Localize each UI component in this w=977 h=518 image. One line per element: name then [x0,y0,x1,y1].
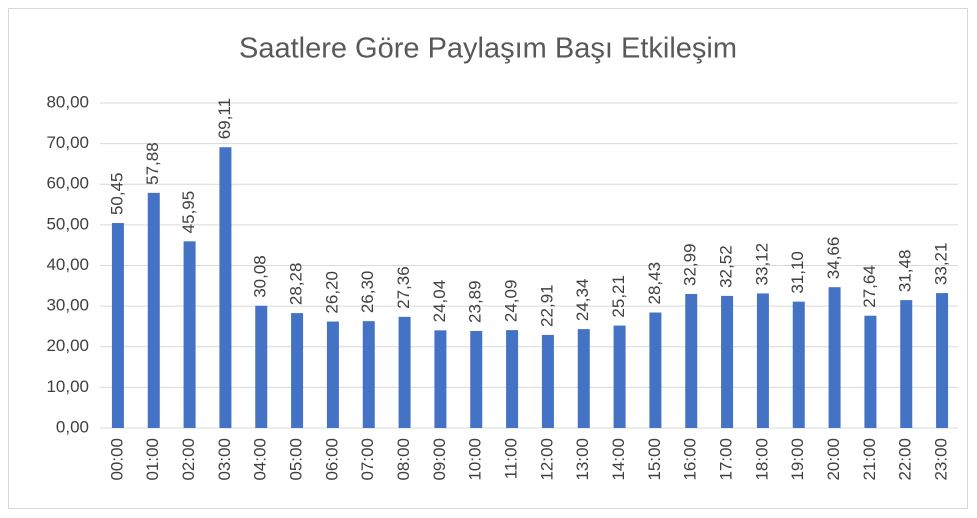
value-label: 23,89 [466,280,485,323]
y-tick-label: 0,00 [56,417,89,436]
x-tick-label: 14:00 [609,438,628,481]
value-label: 26,30 [358,271,377,314]
bar [291,313,304,428]
bar [649,312,662,428]
bar [219,147,232,428]
bar [147,192,160,428]
value-label: 30,08 [251,255,270,298]
x-tick-label: 01:00 [143,438,162,481]
bar [613,325,626,428]
x-tick-label: 15:00 [645,438,664,481]
x-tick-label: 18:00 [752,438,771,481]
x-tick-label: 20:00 [824,438,843,481]
x-tick-label: 19:00 [788,438,807,481]
value-label: 32,99 [681,243,700,286]
bar [183,241,196,428]
x-tick-label: 08:00 [394,438,413,481]
x-tick-label: 23:00 [932,438,951,481]
value-label: 57,88 [143,142,162,185]
x-tick-label: 05:00 [287,438,306,481]
value-label: 22,91 [537,284,556,327]
bar [470,330,483,428]
bar [900,300,913,428]
bar [255,305,268,428]
value-label: 24,04 [430,280,449,323]
x-tick-label: 17:00 [717,438,736,481]
value-label: 28,43 [645,262,664,305]
value-label: 33,21 [932,243,951,286]
value-label: 45,95 [179,191,198,234]
y-tick-label: 60,00 [46,174,89,193]
value-label: 50,45 [107,173,126,216]
bar [362,321,375,428]
bar [541,334,554,428]
chart-border [8,8,968,509]
x-tick-label: 09:00 [430,438,449,481]
y-tick-label: 40,00 [46,255,89,274]
bar [506,330,519,428]
x-tick-label: 16:00 [681,438,700,481]
x-tick-label: 07:00 [358,438,377,481]
bar [792,301,805,428]
bar [398,316,411,428]
value-label: 27,36 [394,266,413,309]
x-tick-label: 10:00 [466,438,485,481]
x-tick-label: 11:00 [502,438,521,479]
bar [685,293,698,428]
bar [721,295,734,428]
y-tick-label: 10,00 [46,377,89,396]
value-label: 31,48 [896,250,915,293]
bar [577,329,590,428]
value-label: 24,34 [573,279,592,322]
value-label: 26,20 [322,271,341,314]
x-tick-label: 00:00 [107,438,126,481]
value-label: 69,11 [215,98,234,139]
value-label: 34,66 [824,237,843,280]
bar [864,315,877,428]
value-label: 28,28 [287,263,306,306]
x-tick-label: 02:00 [179,438,198,481]
chart-title: Saatlere Göre Paylaşım Başı Etkileşim [239,33,737,65]
value-label: 31,10 [788,251,807,294]
y-tick-label: 20,00 [46,336,89,355]
bar [936,293,949,428]
value-label: 33,12 [752,243,771,286]
x-tick-label: 04:00 [251,438,270,481]
x-tick-label: 13:00 [573,438,592,481]
bar [756,293,769,428]
y-tick-label: 50,00 [46,214,89,233]
x-tick-label: 12:00 [537,438,556,481]
x-tick-label: 21:00 [860,438,879,481]
value-label: 25,21 [609,275,628,318]
y-tick-label: 70,00 [46,133,89,152]
value-label: 24,09 [502,280,521,323]
bar [111,223,124,428]
bar [434,330,447,428]
bar [326,321,339,428]
x-tick-label: 22:00 [896,438,915,481]
y-tick-label: 30,00 [46,296,89,315]
x-tick-label: 03:00 [215,438,234,481]
value-label: 27,64 [860,265,879,308]
x-tick-label: 06:00 [322,438,341,481]
y-tick-label: 80,00 [46,92,89,111]
value-label: 32,52 [717,245,736,288]
bar [828,287,841,428]
